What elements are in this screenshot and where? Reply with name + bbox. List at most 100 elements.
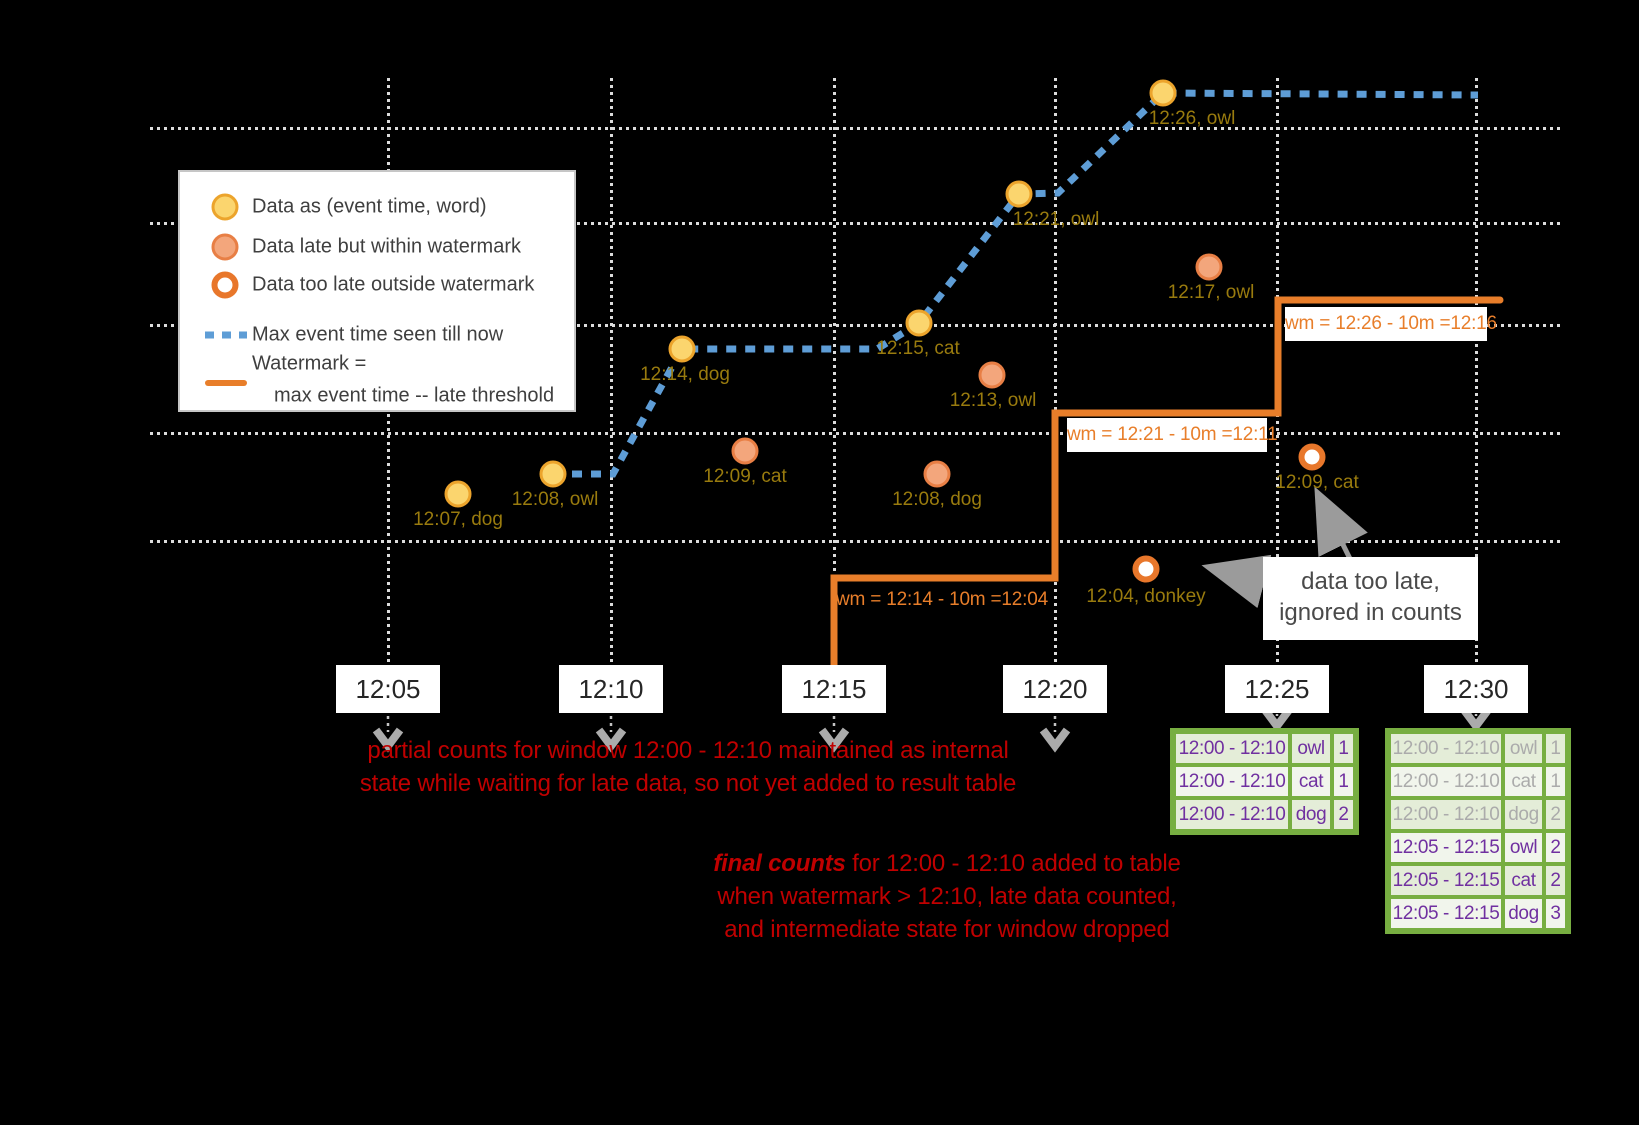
- annotation-line: state while waiting for late data, so no…: [359, 770, 1017, 797]
- legend-item-label: Watermark =: [252, 352, 367, 375]
- data-point: [1298, 443, 1326, 471]
- count-cell: 1: [1330, 729, 1358, 767]
- window-cell: 12:00 - 12:10: [1386, 763, 1505, 800]
- legend-item-label: Data late but within watermark: [252, 235, 522, 258]
- gridline: [150, 432, 1563, 435]
- watermark-label: wm = 12:21 - 10m =12:11: [1067, 418, 1278, 452]
- legend-item-label: Data too late outside watermark: [252, 273, 535, 296]
- table-row: 12:05 - 12:15 cat 2: [1386, 862, 1570, 899]
- legend-item-label: Data as (event time, word): [252, 195, 487, 218]
- count-cell: 2: [1542, 796, 1570, 833]
- data-point: [1195, 253, 1223, 281]
- annotation-line: final counts for 12:00 - 12:10 added to …: [713, 850, 1181, 877]
- legend-item-label: Max event time seen till now: [252, 323, 504, 346]
- annotation-line: when watermark > 12:10, late data counte…: [717, 883, 1177, 910]
- word-cell: owl: [1501, 829, 1546, 866]
- table-row: 12:00 - 12:10 cat 1: [1171, 763, 1358, 800]
- data-point-label: 12:14, dog: [640, 364, 730, 385]
- annotation-line: partial counts for window 12:00 - 12:10 …: [367, 737, 1009, 764]
- window-cell: 12:00 - 12:10: [1171, 763, 1292, 800]
- window-cell: 12:05 - 12:15: [1386, 829, 1505, 866]
- data-point: [978, 361, 1006, 389]
- legend-late-dot-icon: [211, 233, 239, 261]
- data-point-label: 12:07, dog: [413, 509, 503, 530]
- window-cell: 12:05 - 12:15: [1386, 862, 1505, 899]
- callout-line: data too late,: [1301, 568, 1440, 595]
- gridline: [150, 127, 1563, 130]
- data-point: [1132, 555, 1160, 583]
- data-point-label: 12:08, dog: [892, 489, 982, 510]
- axis-tick-12-05: 12:05: [336, 665, 440, 713]
- count-cell: 1: [1542, 729, 1570, 767]
- legend-too-late-dot-icon: [211, 271, 239, 299]
- legend-max-event-line-icon: [205, 331, 247, 339]
- result-table-12-30: 12:00 - 12:10 owl 1 12:00 - 12:10 cat 1 …: [1385, 728, 1571, 934]
- word-cell: dog: [1501, 796, 1546, 833]
- data-point: [444, 480, 472, 508]
- final-counts-emphasis: final counts: [713, 850, 846, 877]
- count-cell: 2: [1542, 829, 1570, 866]
- watermark-label: wm = 12:14 - 10m =12:04: [836, 589, 1048, 610]
- partial-counts-annotation: partial counts for window 12:00 - 12:10 …: [359, 734, 1017, 800]
- data-point-label: 12:08, owl: [511, 489, 599, 510]
- gridline: [150, 540, 1563, 543]
- callout-line: ignored in counts: [1279, 599, 1462, 626]
- data-point-label: 12:21, owl: [1012, 209, 1100, 230]
- axis-tick-12-10: 12:10: [559, 665, 663, 713]
- final-counts-annotation: final counts for 12:00 - 12:10 added to …: [713, 847, 1180, 946]
- legend-on-time-dot-icon: [211, 193, 239, 221]
- window-cell: 12:00 - 12:10: [1386, 796, 1505, 833]
- table-row: 12:00 - 12:10 cat 1: [1386, 763, 1570, 800]
- count-cell: 3: [1542, 895, 1570, 933]
- data-point-label: 12:26, owl: [1148, 108, 1236, 129]
- word-cell: dog: [1288, 796, 1334, 834]
- word-cell: cat: [1288, 763, 1334, 800]
- word-cell: owl: [1288, 729, 1334, 767]
- table-row: 12:05 - 12:15 owl 2: [1386, 829, 1570, 866]
- legend: Data as (event time, word) Data late but…: [178, 170, 576, 412]
- too-late-callout: data too late, ignored in counts: [1263, 557, 1478, 640]
- data-point-label: 12:17, owl: [1167, 282, 1255, 303]
- count-cell: 1: [1330, 763, 1358, 800]
- data-point-label: 12:04, donkey: [1086, 586, 1206, 607]
- table-row: 12:00 - 12:10 dog 2: [1386, 796, 1570, 833]
- gridline: [610, 78, 613, 663]
- watermark-label: wm = 12:26 - 10m =12:16: [1285, 307, 1497, 341]
- annotation-line: and intermediate state for window droppe…: [724, 916, 1170, 943]
- data-point: [731, 437, 759, 465]
- axis-tick-12-20: 12:20: [1003, 665, 1107, 713]
- word-cell: cat: [1501, 862, 1546, 899]
- result-table-12-25: 12:00 - 12:10 owl 1 12:00 - 12:10 cat 1 …: [1170, 728, 1359, 835]
- table-row: 12:00 - 12:10 owl 1: [1386, 729, 1570, 767]
- table-row: 12:05 - 12:15 dog 3: [1386, 895, 1570, 933]
- window-cell: 12:05 - 12:15: [1386, 895, 1505, 933]
- data-point: [1149, 79, 1177, 107]
- table-row: 12:00 - 12:10 dog 2: [1171, 796, 1358, 834]
- data-point: [905, 309, 933, 337]
- legend-item-label: max event time -- late threshold: [274, 384, 555, 407]
- max-event-time-line: [553, 89, 1479, 478]
- legend-watermark-line-icon: [205, 380, 247, 386]
- data-point-label: 12:15, cat: [876, 338, 960, 359]
- data-point: [668, 335, 696, 363]
- window-cell: 12:00 - 12:10: [1171, 796, 1292, 834]
- window-cell: 12:00 - 12:10: [1386, 729, 1505, 767]
- arrow-down-icon: [1039, 727, 1071, 753]
- data-point: [1005, 180, 1033, 208]
- word-cell: owl: [1501, 729, 1546, 767]
- data-point-label: 12:09, cat: [1275, 472, 1359, 493]
- table-row: 12:00 - 12:10 owl 1: [1171, 729, 1358, 767]
- count-cell: 1: [1542, 763, 1570, 800]
- count-cell: 2: [1330, 796, 1358, 834]
- axis-tick-12-30: 12:30: [1424, 665, 1528, 713]
- gridline: [833, 78, 836, 663]
- axis-tick-12-25: 12:25: [1225, 665, 1329, 713]
- word-cell: dog: [1501, 895, 1546, 933]
- data-point-label: 12:13, owl: [949, 390, 1037, 411]
- count-cell: 2: [1542, 862, 1570, 899]
- data-point: [539, 460, 567, 488]
- axis-tick-12-15: 12:15: [782, 665, 886, 713]
- data-point-label: 12:09, cat: [703, 466, 787, 487]
- data-point: [923, 460, 951, 488]
